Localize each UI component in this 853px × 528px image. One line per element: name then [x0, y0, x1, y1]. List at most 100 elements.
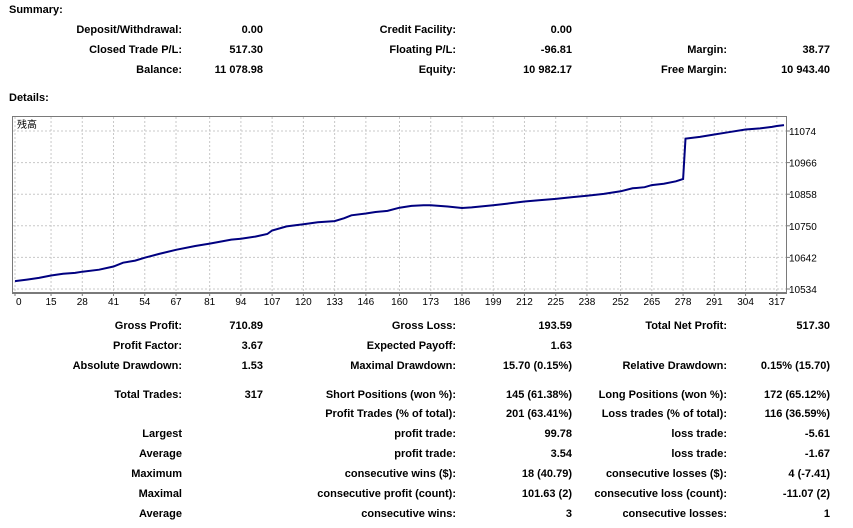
stat-value-r2-first: 1.53 [241, 360, 263, 372]
margin-label: Margin: [687, 44, 727, 56]
stat-value-r8-second: 101.63 (2) [521, 488, 572, 500]
stat-value-r3-third: 172 (65.12%) [763, 389, 830, 401]
stat-label-r5-second: profit trade: [394, 428, 456, 440]
stat-value-r9-second: 3 [565, 508, 572, 520]
balance-label: Balance: [136, 64, 182, 76]
credit-facility-label: Credit Facility: [379, 24, 456, 36]
stat-value-r7-third: 4 (-7.41) [788, 468, 830, 480]
y-tick-label-5: 11074 [789, 127, 817, 138]
balance-value: 11 078.98 [214, 64, 263, 76]
summary-title: Summary: [9, 4, 63, 16]
chart-title: 残高 [17, 118, 37, 131]
x-tick-label-6: 81 [204, 297, 216, 308]
floating-pl-label: Floating P/L: [389, 44, 456, 56]
x-tick-label-0: 0 [16, 297, 22, 308]
x-tick-label-3: 41 [108, 297, 120, 308]
stat-value-r8-third: -11.07 (2) [782, 488, 830, 500]
stat-value-r2-second: 15.70 (0.15%) [502, 360, 572, 372]
x-tick-label-21: 278 [675, 297, 692, 308]
stat-value-r9-third: 1 [823, 508, 830, 520]
stat-label-r9-first: Average [138, 508, 182, 520]
stat-value-r3-second: 145 (61.38%) [505, 389, 572, 401]
stat-label-r6-third: loss trade: [671, 448, 727, 460]
stat-label-r0-third: Total Net Profit: [645, 320, 727, 332]
stat-label-r2-second: Maximal Drawdown: [350, 360, 456, 372]
closed-trade-pl-value: 517.30 [229, 44, 263, 56]
x-tick-label-4: 54 [139, 297, 151, 308]
stat-label-r3-second: Short Positions (won %): [325, 389, 456, 401]
stat-value-r0-second: 193.59 [538, 320, 572, 332]
stat-value-r7-second: 18 (40.79) [521, 468, 572, 480]
stat-value-r4-second: 201 (63.41%) [505, 408, 572, 420]
free-margin-label: Free Margin: [660, 64, 727, 76]
x-tick-label-9: 120 [295, 297, 312, 308]
stat-label-r5-first: Largest [142, 428, 182, 440]
deposit-withdrawal-label: Deposit/Withdrawal: [76, 24, 182, 36]
balance-line [14, 124, 785, 283]
x-tick-label-13: 173 [422, 297, 439, 308]
x-tick-label-18: 238 [579, 297, 596, 308]
y-axis: 10534 10642 10750 10858 10966 11074 [786, 127, 817, 296]
x-tick-label-15: 199 [485, 297, 502, 308]
x-tick-label-8: 107 [264, 297, 281, 308]
stat-value-r1-second: 1.63 [550, 340, 572, 352]
stat-label-r2-first: Absolute Drawdown: [72, 360, 182, 372]
stat-label-r1-second: Expected Payoff: [366, 340, 456, 352]
x-tick-label-2: 28 [77, 297, 89, 308]
x-axis: 0 15 28 41 54 67 81 94 107 120 133 146 160 173 186 199 2… [13, 292, 786, 308]
x-tick-label-7: 94 [235, 297, 247, 308]
y-tick-label-4: 10966 [789, 159, 817, 170]
y-tick-label-3: 10858 [789, 190, 817, 201]
x-tick-label-20: 265 [643, 297, 660, 308]
balance-chart: 残高 [12, 116, 787, 294]
equity-value: 10 982.17 [523, 64, 572, 76]
stat-value-r2-third: 0.15% (15.70) [760, 360, 830, 372]
x-tick-label-11: 146 [358, 297, 375, 308]
x-tick-label-14: 186 [454, 297, 471, 308]
stat-label-r4-second: Profit Trades (% of total): [325, 408, 456, 420]
closed-trade-pl-label: Closed Trade P/L: [89, 44, 182, 56]
x-tick-label-10: 133 [326, 297, 343, 308]
stat-label-r3-third: Long Positions (won %): [598, 389, 727, 401]
clipped-next-row [90, 523, 840, 528]
balance-chart-plot: 残高 [13, 117, 786, 293]
x-tick-label-16: 212 [516, 297, 533, 308]
stat-label-r0-first: Gross Profit: [114, 320, 182, 332]
x-tick-label-24: 317 [768, 297, 785, 308]
stat-value-r5-second: 99.78 [544, 428, 572, 440]
margin-value: 38.77 [802, 44, 830, 56]
stat-label-r5-third: loss trade: [671, 428, 727, 440]
stat-value-r1-first: 3.67 [241, 340, 263, 352]
x-tick-label-17: 225 [547, 297, 564, 308]
x-tick-label-1: 15 [45, 297, 57, 308]
stat-label-r8-third: consecutive loss (count): [594, 488, 727, 500]
details-title: Details: [9, 92, 49, 104]
stat-label-r9-third: consecutive losses: [622, 508, 727, 520]
stat-label-r9-second: consecutive wins: [361, 508, 456, 520]
stat-label-r4-third: Loss trades (% of total): [601, 408, 727, 420]
stat-value-r4-third: 116 (36.59%) [764, 408, 830, 420]
stat-value-r6-second: 3.54 [550, 448, 572, 460]
stat-label-r7-first: Maximum [131, 468, 182, 480]
floating-pl-value: -96.81 [540, 44, 572, 56]
stat-label-r6-first: Average [138, 448, 182, 460]
x-tick-label-23: 304 [737, 297, 754, 308]
deposit-withdrawal-value: 0.00 [241, 24, 263, 36]
equity-label: Equity: [418, 64, 456, 76]
y-tick-label-0: 10534 [789, 285, 817, 296]
stat-value-r0-third: 517.30 [796, 320, 830, 332]
stat-label-r6-second: profit trade: [394, 448, 456, 460]
credit-facility-value: 0.00 [550, 24, 572, 36]
stat-label-r8-second: consecutive profit (count): [317, 488, 456, 500]
stat-label-r1-first: Profit Factor: [112, 340, 182, 352]
stat-label-r7-third: consecutive losses ($): [605, 468, 727, 480]
stat-value-r0-first: 710.89 [229, 320, 263, 332]
x-tick-label-19: 252 [612, 297, 629, 308]
x-tick-label-12: 160 [391, 297, 408, 308]
stat-label-r2-third: Relative Drawdown: [622, 360, 727, 372]
free-margin-value: 10 943.40 [781, 64, 830, 76]
stat-label-r3-first: Total Trades: [114, 389, 182, 401]
stat-label-r7-second: consecutive wins ($): [344, 468, 456, 480]
y-tick-label-1: 10642 [789, 253, 817, 264]
x-tick-label-22: 291 [706, 297, 723, 308]
